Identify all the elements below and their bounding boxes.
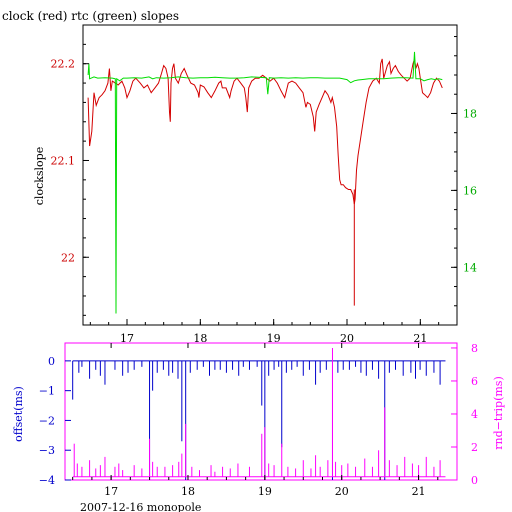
top-x-tick-label: 18 [193, 332, 207, 345]
bottom-y2-tick-label: 8 [471, 342, 478, 355]
bottom-y2-tick-label: 0 [471, 474, 478, 487]
bottom-axes: 17 18 19 20 21 0 −1 −2 −3 −4 0 2 4 6 8 [39, 342, 478, 498]
x-axis-date-label: 2007-12-16 monopole [80, 501, 201, 512]
bottom-y2-tick-label: 4 [471, 408, 478, 421]
top-y-axis-label: clockslope [33, 147, 46, 205]
bottom-x-tick-label: 21 [412, 485, 426, 498]
bottom-y-tick-label: −4 [39, 474, 55, 487]
top-series-line-0 [87, 58, 443, 205]
top-plot-area [87, 51, 443, 314]
top-axes: 17 18 19 20 21 22 22.1 22.2 14 16 18 [51, 36, 477, 345]
bottom-y-tick-label: 0 [48, 355, 55, 368]
top-plot-frame [82, 24, 458, 326]
bottom-y2-axis-label: rnd−trip(ms) [492, 376, 505, 450]
top-x-tick-label: 20 [340, 332, 354, 345]
top-series-line-2 [87, 51, 443, 314]
chart-title: clock (red) rtc (green) slopes [2, 9, 179, 23]
bottom-y-tick-label: −1 [39, 385, 55, 398]
bottom-x-tick-label: 18 [181, 485, 195, 498]
bottom-y2-tick-label: 6 [471, 375, 478, 388]
top-y2-tick-label: 14 [463, 261, 477, 274]
bottom-x-tick-label: 20 [335, 485, 349, 498]
top-x-tick-label: 17 [120, 332, 134, 345]
top-y2-tick-label: 18 [463, 107, 477, 120]
bottom-y-tick-label: −2 [39, 414, 55, 427]
top-x-tick-label: 21 [413, 332, 427, 345]
bottom-x-tick-label: 19 [258, 485, 272, 498]
top-y-tick-label: 22.2 [51, 58, 76, 71]
bottom-y2-tick-label: 2 [471, 441, 478, 454]
bottom-plot-area [72, 347, 446, 480]
top-x-tick-label: 19 [267, 332, 281, 345]
top-y-tick-label: 22 [61, 251, 75, 264]
bottom-plot-frame [64, 342, 458, 481]
top-chart-panel: 17 18 19 20 21 22 22.1 22.2 14 16 18 clockslope [33, 24, 477, 345]
top-y-tick-label: 22.1 [51, 154, 76, 167]
top-y2-tick-label: 16 [463, 184, 477, 197]
bottom-y-axis-label: offset(ms) [12, 386, 25, 442]
bottom-x-tick-label: 17 [104, 485, 118, 498]
bottom-y-tick-label: −3 [39, 444, 55, 457]
bottom-chart-panel: 17 18 19 20 21 0 −1 −2 −3 −4 0 2 4 6 8 offset(ms) rnd−… [12, 342, 505, 498]
